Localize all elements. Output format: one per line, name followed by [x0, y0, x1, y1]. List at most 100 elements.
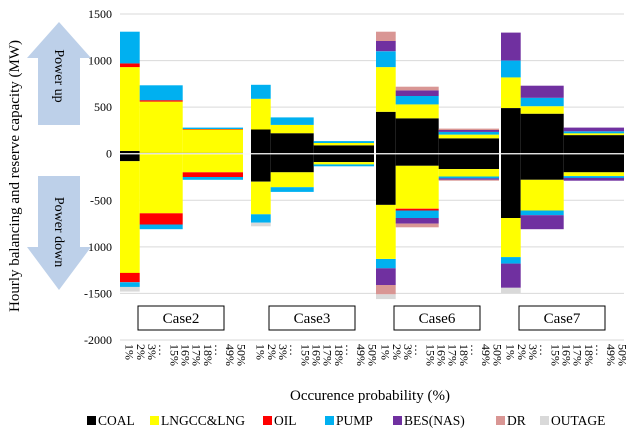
x-tick-label: 2% — [390, 344, 404, 360]
y-tick-label: -2000 — [84, 333, 112, 347]
bar-segment — [563, 172, 624, 176]
bar-segment — [395, 153, 439, 166]
bar-segment — [139, 224, 183, 230]
x-tick-label: 3% — [276, 344, 290, 360]
bar-segment — [313, 143, 374, 146]
bar-segment — [501, 108, 521, 154]
bar-segment — [438, 131, 499, 135]
bar-segment — [563, 127, 624, 132]
y-tick-label: -500 — [90, 193, 112, 207]
bar-segment — [251, 98, 271, 130]
bar-segment — [438, 128, 499, 130]
bar-segment — [120, 63, 140, 68]
bar-segment — [139, 85, 183, 101]
bar-segment — [563, 131, 624, 134]
power-up-label: Power up — [51, 49, 66, 102]
x-tick-label: 3% — [526, 344, 540, 360]
bar-segment — [438, 179, 499, 181]
x-tick-label: 1% — [123, 344, 137, 360]
bar-segment — [251, 214, 271, 223]
bar-segment — [376, 111, 396, 154]
bar-segment — [270, 153, 314, 173]
bar-segment — [520, 215, 564, 230]
bar-segment — [395, 104, 439, 119]
legend-label: OUTAGE — [551, 413, 605, 428]
legend-label: PUMP — [336, 413, 373, 428]
x-tick-label: … — [412, 344, 426, 356]
x-tick-label: 18% — [201, 344, 215, 366]
x-tick-label: 17% — [446, 344, 460, 366]
case-label: Case3 — [294, 311, 331, 327]
bar-segment — [251, 153, 271, 182]
y-tick-label: 0 — [106, 147, 112, 161]
legend-label: DR — [507, 413, 526, 428]
bar-segment — [395, 118, 439, 154]
x-tick-label: 16% — [310, 344, 324, 366]
bar-segment — [120, 31, 140, 64]
bar-segment — [313, 145, 374, 154]
bar-segment — [376, 41, 396, 52]
bar-segment — [438, 169, 499, 177]
bar-segment — [520, 113, 564, 154]
y-tick-label: -1000 — [84, 240, 112, 254]
bar-segment — [139, 153, 183, 214]
bar-segment — [520, 106, 564, 114]
bar-segment — [376, 285, 396, 295]
bar-segment — [563, 153, 624, 173]
bar-segment — [313, 141, 374, 143]
bar-segment — [501, 60, 521, 78]
x-tick-label: 50% — [365, 344, 379, 366]
x-tick-label: 15% — [298, 344, 312, 366]
x-tick-label: 17% — [571, 344, 585, 366]
x-tick-label: 15% — [548, 344, 562, 366]
bar-segment — [501, 32, 521, 61]
bar-segment — [376, 268, 396, 286]
bar-segment — [139, 100, 183, 102]
case-label-box — [137, 305, 225, 331]
x-tick-label: 2% — [134, 344, 148, 360]
x-tick-label: 16% — [435, 344, 449, 366]
bar-segment — [438, 153, 499, 170]
x-axis-ticks: 1%2%3%…15%16%17%18%…49%50% 1%2%3%…15%16%1… — [123, 344, 630, 366]
x-tick-label: 18% — [332, 344, 346, 366]
bar-segment — [120, 161, 140, 273]
x-tick-label: 49% — [604, 344, 618, 366]
x-tick-label: 17% — [321, 344, 335, 366]
x-tick-label: … — [343, 344, 357, 356]
bar-segment — [251, 222, 271, 227]
x-tick-label: 15% — [167, 344, 181, 366]
bar-segment — [395, 86, 439, 91]
x-tick-label: 49% — [479, 344, 493, 366]
bar-segment — [501, 77, 521, 108]
bar-segment — [120, 150, 140, 154]
x-tick-label: 50% — [234, 344, 248, 366]
x-tick-label: 17% — [190, 344, 204, 366]
case-label: Case7 — [544, 311, 581, 327]
legend-swatch — [150, 416, 159, 425]
bar-segment — [563, 177, 624, 181]
bar-segment — [501, 153, 521, 218]
bar-segment — [120, 286, 140, 292]
bar-segment — [313, 164, 374, 167]
x-tick-label: … — [468, 344, 482, 356]
bar-segment — [563, 135, 624, 154]
bar-segment — [251, 84, 271, 99]
y-tick-label: -1500 — [84, 286, 112, 300]
bar-segment — [270, 172, 314, 188]
bar-segment — [376, 153, 396, 205]
y-axis-label: Hourly balancing and reserve capacity (M… — [7, 40, 23, 312]
bar-segment — [139, 213, 183, 225]
bars — [120, 31, 624, 300]
x-tick-label: … — [212, 344, 226, 356]
x-tick-label: 1% — [254, 344, 268, 360]
bar-segment — [438, 176, 499, 179]
legend-swatch — [87, 416, 96, 425]
x-tick-label: … — [593, 344, 607, 356]
x-tick-label: 15% — [423, 344, 437, 366]
x-axis-label: Occurence probability (%) — [290, 388, 450, 404]
case-label-box — [393, 305, 481, 331]
bar-segment — [376, 31, 396, 41]
x-tick-label: … — [156, 344, 170, 356]
bar-segment — [270, 124, 314, 134]
